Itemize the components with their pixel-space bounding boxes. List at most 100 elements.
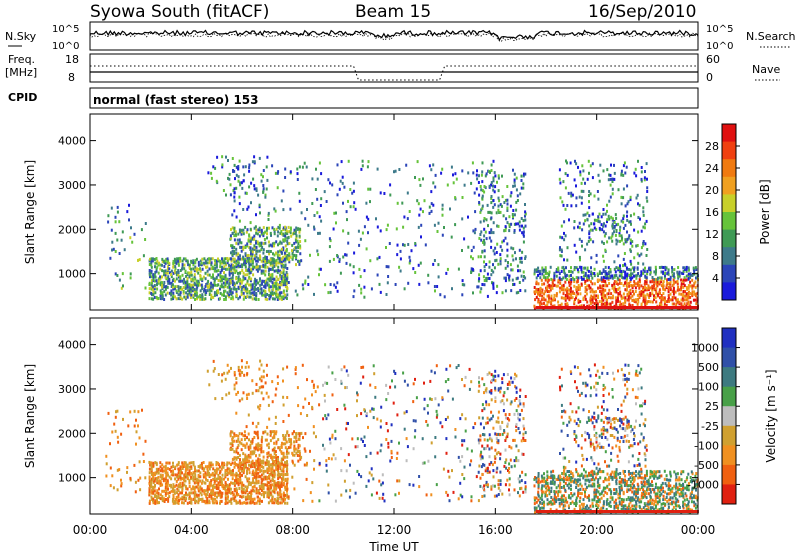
scatter-cell: [297, 443, 300, 447]
scatter-cell: [587, 306, 591, 309]
scatter-cell: [640, 229, 643, 233]
scatter-cell: [186, 295, 189, 299]
scatter-cell: [154, 493, 157, 497]
scatter-cell: [231, 436, 234, 440]
scatter-cell: [286, 465, 288, 469]
scatter-cell: [176, 473, 179, 477]
scatter-cell: [213, 479, 216, 483]
scatter-cell: [183, 497, 186, 501]
scatter-cell: [214, 283, 216, 287]
scatter-cell: [261, 499, 263, 503]
scatter-cell: [229, 234, 232, 238]
scatter-cell: [152, 477, 155, 481]
scatter-cell: [177, 462, 180, 466]
scatter-cell: [248, 245, 251, 249]
scatter-cell: [586, 274, 589, 278]
scatter-cell: [492, 199, 495, 202]
scatter-cell: [228, 295, 231, 299]
scatter-cell: [327, 413, 330, 417]
scatter-cell: [356, 414, 358, 418]
scatter-cell: [204, 473, 207, 477]
scatter-cell: [275, 487, 278, 491]
scatter-cell: [597, 215, 600, 219]
scatter-cell: [193, 489, 196, 493]
scatter-cell: [611, 232, 614, 236]
scatter-cell: [655, 282, 658, 286]
scatter-cell: [604, 282, 607, 286]
scatter-cell: [573, 266, 576, 269]
scatter-cell: [262, 271, 265, 275]
scatter-cell: [249, 248, 252, 251]
scatter-cell: [533, 286, 536, 289]
scatter-cell: [235, 487, 238, 491]
scatter-cell: [628, 290, 631, 294]
scatter-cell: [242, 471, 245, 475]
scatter-cell: [306, 461, 308, 465]
scatter-cell: [497, 189, 500, 193]
scatter-cell: [602, 298, 605, 302]
scatter-cell: [192, 267, 195, 271]
scatter-cell: [490, 228, 493, 232]
scatter-cell: [693, 270, 696, 274]
scatter-cell: [181, 481, 184, 485]
scatter-cell: [588, 284, 591, 288]
scatter-cell: [653, 280, 656, 284]
scatter-cell: [262, 375, 265, 379]
scatter-cell: [597, 286, 599, 290]
scatter-cell: [644, 298, 647, 302]
scatter-cell: [262, 469, 265, 473]
scatter-cell: [210, 283, 213, 287]
scatter-cell: [461, 279, 464, 283]
scatter-cell: [385, 265, 388, 269]
scatter-cell: [225, 483, 228, 487]
scatter-cell: [509, 204, 512, 208]
scatter-cell: [602, 278, 605, 282]
scatter-cell: [155, 461, 158, 465]
noise-tick-high: 10^5: [52, 24, 79, 35]
scatter-cell: [280, 450, 283, 454]
scatter-cell: [282, 279, 285, 283]
scatter-cell: [264, 269, 267, 273]
scatter-cell: [655, 268, 657, 272]
scatter-cell: [284, 279, 286, 282]
scatter-cell: [286, 242, 289, 246]
scatter-cell: [426, 423, 429, 427]
scatter-cell: [444, 418, 447, 421]
scatter-cell: [553, 276, 556, 280]
scatter-cell: [608, 302, 611, 306]
scatter-cell: [217, 467, 220, 471]
scatter-cell: [255, 459, 258, 463]
scatter-cell: [351, 191, 354, 195]
scatter-cell: [226, 259, 229, 263]
scatter-cell: [516, 199, 519, 202]
scatter-cell: [445, 490, 448, 494]
scatter-cell: [170, 269, 173, 273]
scatter-cell: [405, 410, 408, 414]
scatter-cell: [622, 302, 625, 306]
scatter-cell: [367, 231, 369, 235]
scatter-cell: [271, 292, 274, 295]
scatter-cell: [312, 386, 315, 389]
freq-traces: [90, 65, 698, 81]
scatter-cell: [424, 243, 427, 247]
scatter-cell: [263, 493, 265, 497]
scatter-cell: [282, 379, 284, 383]
scatter-cell: [280, 199, 283, 203]
scatter-cell: [286, 287, 289, 291]
scatter-cell: [237, 437, 240, 441]
scatter-cell: [120, 478, 122, 482]
scatter-cell: [590, 270, 593, 274]
scatter-cell: [508, 229, 511, 233]
scatter-cell: [242, 434, 245, 438]
scatter-cell: [669, 286, 672, 290]
scatter-cell: [548, 270, 551, 274]
scatter-cell: [181, 265, 184, 269]
scatter-cell: [199, 283, 202, 287]
scatter-cell: [237, 242, 240, 246]
scatter-cell: [148, 273, 151, 277]
scatter-cell: [210, 261, 213, 265]
scatter-cell: [195, 493, 198, 497]
scatter-cell: [258, 491, 261, 495]
scatter-cell: [241, 286, 244, 289]
scatter-cell: [580, 181, 583, 185]
